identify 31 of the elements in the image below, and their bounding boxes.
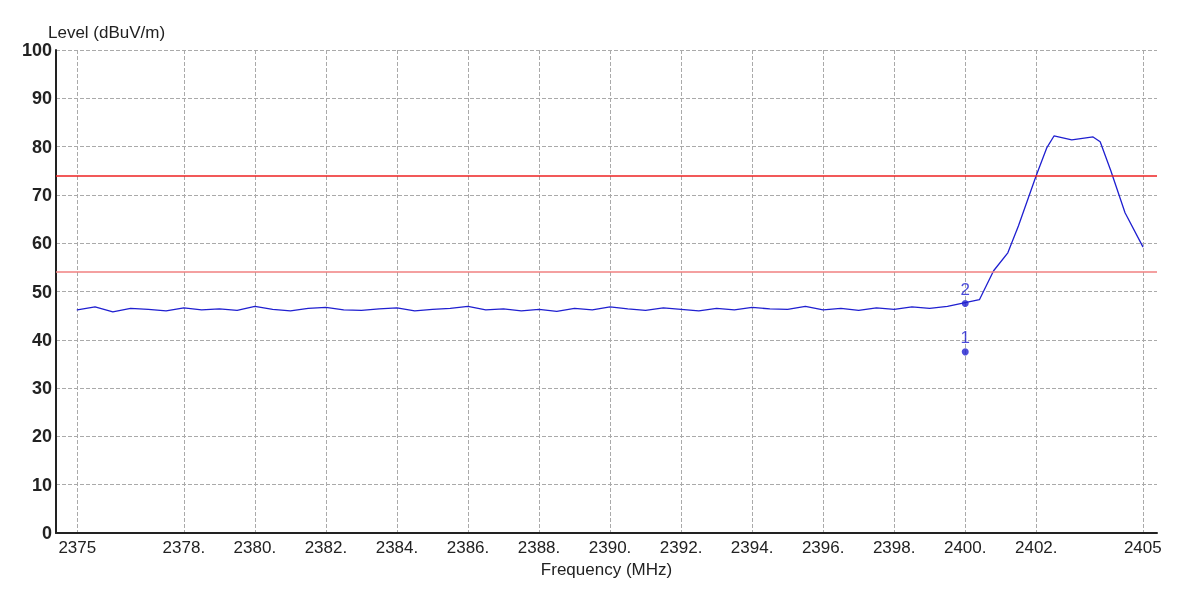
x-tick-label: 2386. bbox=[446, 538, 490, 557]
x-tick-label: 2402. bbox=[1014, 538, 1058, 557]
x-tick-label: 2405 bbox=[1123, 538, 1162, 557]
series-label: 1 bbox=[960, 328, 970, 348]
x-tick-label: 2380. bbox=[233, 538, 277, 557]
y-tick-label: 70 bbox=[31, 184, 52, 205]
x-tick-label: 2392. bbox=[659, 538, 703, 557]
y-tick-label: 80 bbox=[31, 136, 52, 157]
y-tick-label: 90 bbox=[31, 88, 52, 109]
x-tick-label: 2375 bbox=[58, 538, 97, 557]
x-tick-label: 2396. bbox=[801, 538, 845, 557]
y-tick-label: 0 bbox=[41, 523, 52, 543]
x-tick-label: 2388. bbox=[517, 538, 561, 557]
y-tick-label: 60 bbox=[31, 233, 52, 254]
y-tick-label: 30 bbox=[31, 378, 52, 399]
x-tick-label: 2398. bbox=[872, 538, 916, 557]
y-tick-label: 10 bbox=[31, 474, 52, 495]
series-label: 2 bbox=[960, 280, 970, 300]
x-axis-title: Frequency (MHz) bbox=[540, 560, 673, 579]
y-tick-label: 50 bbox=[31, 281, 52, 302]
x-tick-label: 2382. bbox=[304, 538, 348, 557]
y-tick-label: 20 bbox=[31, 426, 52, 447]
y-axis-title: Level (dBuV/m) bbox=[48, 23, 166, 43]
y-tick-label: 40 bbox=[31, 329, 52, 350]
y-tick-label: 100 bbox=[21, 40, 52, 60]
x-tick-label: 2390. bbox=[588, 538, 632, 557]
x-tick-label: 2378. bbox=[162, 538, 206, 557]
line-series bbox=[76, 135, 1144, 313]
x-tick-label: 2400. bbox=[943, 538, 987, 557]
x-tick-label: 2384. bbox=[375, 538, 419, 557]
x-tick-label: 2394. bbox=[730, 538, 774, 557]
